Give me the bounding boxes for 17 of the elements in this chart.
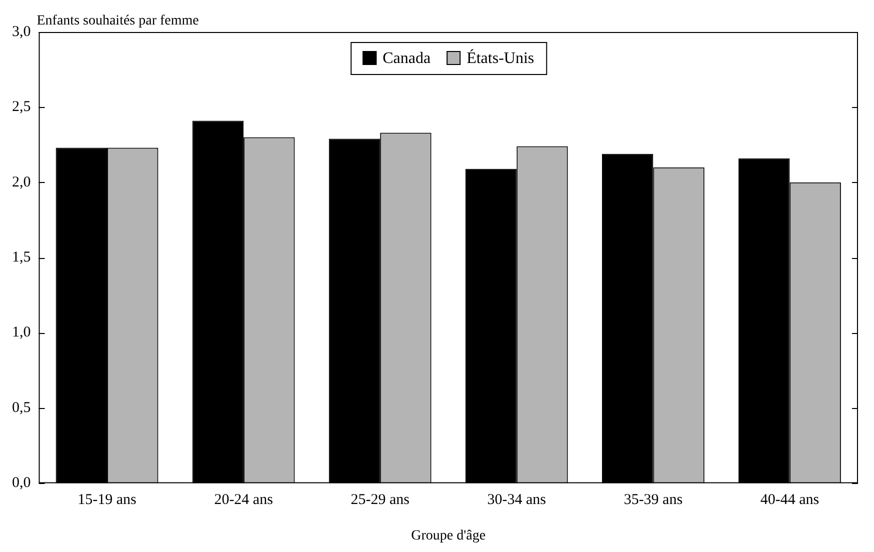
x-tick-label: 15-19 ans [78, 492, 137, 508]
x-tick-label: 40-44 ans [760, 492, 820, 508]
x-tick-label: 20-24 ans [214, 492, 274, 508]
y-tick-label: 1,0 [12, 324, 31, 341]
y-tick-label: 3,0 [12, 24, 31, 40]
y-axis-title: Enfants souhaités par femme [36, 14, 199, 29]
legend-label: États-Unis [466, 49, 534, 68]
y-tick-label: 2,5 [12, 99, 31, 116]
y-tick-label: 0,5 [12, 400, 31, 416]
y-tick-label: 2,0 [12, 174, 31, 190]
x-axis-title: Groupe d'âge [411, 528, 486, 544]
y-tick-label: 1,5 [12, 250, 31, 266]
y-tick-label: 0,0 [12, 475, 31, 492]
x-tick-label: 35-39 ans [624, 492, 683, 508]
x-tick-label: 25-29 ans [350, 492, 410, 508]
x-tick-label: 30-34 ans [487, 492, 546, 508]
legend-label: Canada [382, 50, 431, 68]
